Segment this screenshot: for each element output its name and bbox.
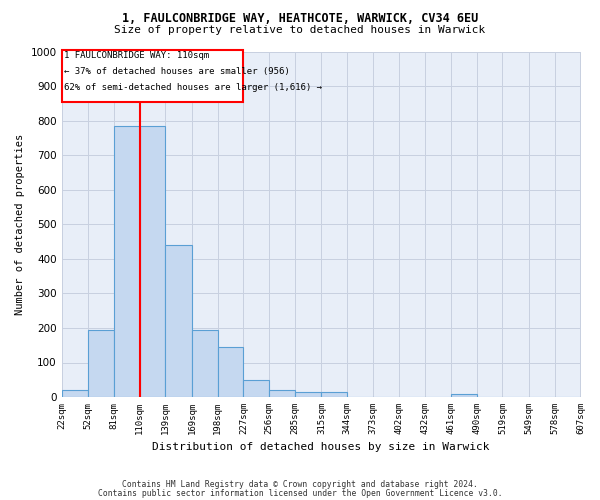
Text: 1 FAULCONBRIDGE WAY: 110sqm: 1 FAULCONBRIDGE WAY: 110sqm (64, 52, 209, 60)
Bar (88, 330, 114, 397)
Text: 62% of semi-detached houses are larger (1,616) →: 62% of semi-detached houses are larger (… (64, 83, 322, 92)
Text: Contains public sector information licensed under the Open Government Licence v3: Contains public sector information licen… (98, 490, 502, 498)
X-axis label: Distribution of detached houses by size in Warwick: Distribution of detached houses by size … (152, 442, 490, 452)
Text: Size of property relative to detached houses in Warwick: Size of property relative to detached ho… (115, 25, 485, 35)
Bar (114, 126, 140, 397)
Text: 1, FAULCONBRIDGE WAY, HEATHCOTE, WARWICK, CV34 6EU: 1, FAULCONBRIDGE WAY, HEATHCOTE, WARWICK… (122, 12, 478, 26)
Text: Contains HM Land Registry data © Crown copyright and database right 2024.: Contains HM Land Registry data © Crown c… (122, 480, 478, 489)
Bar (140, 126, 166, 397)
Bar (295, 392, 322, 397)
Bar (192, 330, 218, 397)
FancyBboxPatch shape (62, 50, 244, 102)
Bar (269, 390, 295, 397)
Bar (244, 380, 269, 397)
Bar (451, 394, 477, 397)
Bar (322, 392, 347, 397)
Y-axis label: Number of detached properties: Number of detached properties (15, 134, 25, 315)
Text: ← 37% of detached houses are smaller (956): ← 37% of detached houses are smaller (95… (64, 67, 290, 76)
Bar (166, 245, 192, 397)
Bar (62, 390, 88, 397)
Bar (218, 347, 244, 397)
